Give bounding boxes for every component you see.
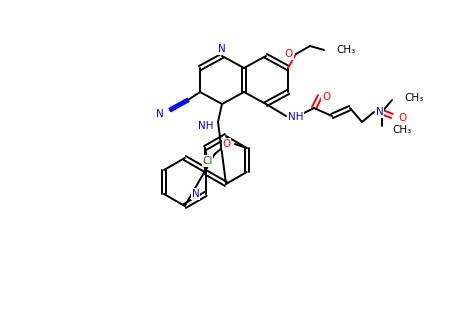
Text: O: O bbox=[222, 139, 231, 149]
Text: N: N bbox=[156, 109, 164, 119]
Text: O: O bbox=[285, 49, 293, 59]
Text: CH₃: CH₃ bbox=[404, 93, 423, 103]
Text: NH: NH bbox=[199, 121, 214, 131]
Text: N: N bbox=[192, 189, 200, 199]
Text: CH₃: CH₃ bbox=[392, 125, 411, 135]
Text: N: N bbox=[218, 44, 226, 54]
Text: CH₃: CH₃ bbox=[336, 45, 355, 55]
Text: N: N bbox=[376, 107, 384, 117]
Text: O: O bbox=[398, 113, 406, 123]
Text: NH: NH bbox=[288, 112, 303, 122]
Text: O: O bbox=[322, 92, 330, 102]
Text: Cl: Cl bbox=[202, 156, 212, 166]
